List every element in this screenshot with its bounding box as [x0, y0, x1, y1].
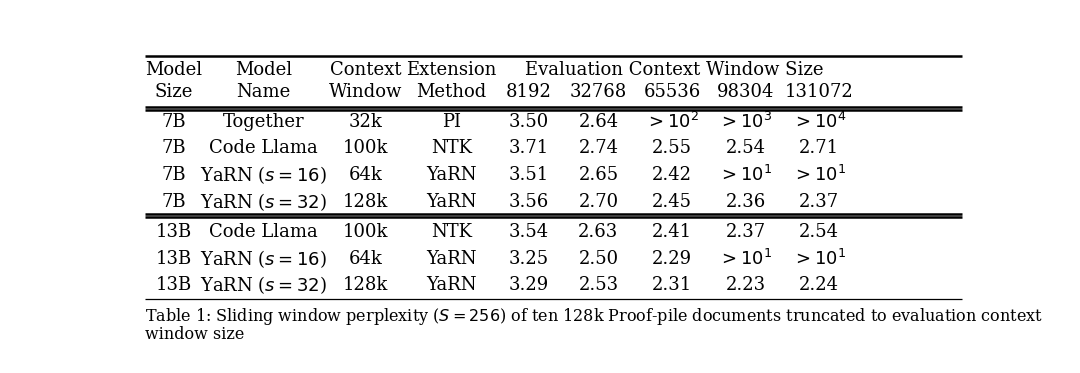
Text: 3.56: 3.56 [509, 193, 549, 211]
Text: 2.53: 2.53 [579, 276, 619, 294]
Text: 32k: 32k [349, 113, 382, 131]
Text: Together: Together [222, 113, 305, 131]
Text: $>10^{1}$: $>10^{1}$ [792, 248, 846, 269]
Text: 64k: 64k [349, 250, 382, 267]
Text: 13B: 13B [156, 276, 192, 294]
Text: Extension: Extension [406, 61, 497, 79]
Text: 2.50: 2.50 [579, 250, 619, 267]
Text: YaRN ($s=32$): YaRN ($s=32$) [200, 275, 327, 296]
Text: YaRN: YaRN [427, 193, 476, 211]
Text: 2.37: 2.37 [799, 193, 839, 211]
Text: 3.71: 3.71 [509, 139, 549, 157]
Text: Method: Method [416, 84, 486, 101]
Text: 98304: 98304 [717, 84, 774, 101]
Text: 2.42: 2.42 [652, 166, 692, 184]
Text: $>10^{2}$: $>10^{2}$ [645, 112, 699, 132]
Text: 7B: 7B [161, 193, 186, 211]
Text: 2.71: 2.71 [799, 139, 839, 157]
Text: 7B: 7B [161, 139, 186, 157]
Text: NTK: NTK [431, 223, 472, 241]
Text: Table 1: Sliding window perplexity ($S = 256$) of ten 128k Proof-pile documents : Table 1: Sliding window perplexity ($S =… [145, 306, 1043, 327]
Text: 2.63: 2.63 [578, 223, 619, 241]
Text: YaRN ($s=16$): YaRN ($s=16$) [200, 248, 327, 270]
Text: 2.41: 2.41 [652, 223, 692, 241]
Text: 7B: 7B [161, 166, 186, 184]
Text: YaRN: YaRN [427, 250, 476, 267]
Text: 8192: 8192 [507, 84, 552, 101]
Text: 2.55: 2.55 [652, 139, 692, 157]
Text: 64k: 64k [349, 166, 382, 184]
Text: 7B: 7B [161, 113, 186, 131]
Text: 131072: 131072 [785, 84, 853, 101]
Text: 100k: 100k [342, 139, 389, 157]
Text: 2.37: 2.37 [726, 223, 766, 241]
Text: Code Llama: Code Llama [210, 139, 318, 157]
Text: 2.36: 2.36 [726, 193, 766, 211]
Text: 128k: 128k [343, 193, 389, 211]
Text: 3.25: 3.25 [509, 250, 549, 267]
Text: 2.74: 2.74 [579, 139, 619, 157]
Text: $>10^{3}$: $>10^{3}$ [718, 112, 772, 132]
Text: window size: window size [145, 326, 244, 343]
Text: YaRN ($s=16$): YaRN ($s=16$) [200, 164, 327, 186]
Text: 2.23: 2.23 [726, 276, 766, 294]
Text: Model: Model [145, 61, 202, 79]
Text: 3.51: 3.51 [509, 166, 549, 184]
Text: Evaluation Context Window Size: Evaluation Context Window Size [525, 61, 823, 79]
Text: NTK: NTK [431, 139, 472, 157]
Text: 3.29: 3.29 [509, 276, 549, 294]
Text: YaRN: YaRN [427, 166, 476, 184]
Text: 65536: 65536 [644, 84, 701, 101]
Text: 2.29: 2.29 [652, 250, 692, 267]
Text: PI: PI [442, 113, 461, 131]
Text: YaRN: YaRN [427, 276, 476, 294]
Text: Model: Model [235, 61, 292, 79]
Text: 13B: 13B [156, 223, 192, 241]
Text: Context: Context [329, 61, 402, 79]
Text: 13B: 13B [156, 250, 192, 267]
Text: $>10^{1}$: $>10^{1}$ [718, 165, 772, 185]
Text: $>10^{1}$: $>10^{1}$ [718, 248, 772, 269]
Text: 2.54: 2.54 [726, 139, 766, 157]
Text: 2.64: 2.64 [579, 113, 619, 131]
Text: 32768: 32768 [570, 84, 627, 101]
Text: 3.54: 3.54 [509, 223, 549, 241]
Text: YaRN ($s=32$): YaRN ($s=32$) [200, 191, 327, 213]
Text: 2.24: 2.24 [799, 276, 839, 294]
Text: 2.65: 2.65 [579, 166, 619, 184]
Text: Name: Name [237, 84, 291, 101]
Text: Code Llama: Code Llama [210, 223, 318, 241]
Text: 100k: 100k [342, 223, 389, 241]
Text: $>10^{1}$: $>10^{1}$ [792, 165, 846, 185]
Text: 2.31: 2.31 [652, 276, 692, 294]
Text: 128k: 128k [343, 276, 389, 294]
Text: 2.54: 2.54 [799, 223, 839, 241]
Text: 2.70: 2.70 [579, 193, 619, 211]
Text: Window: Window [329, 84, 402, 101]
Text: 3.50: 3.50 [509, 113, 549, 131]
Text: 2.45: 2.45 [652, 193, 692, 211]
Text: $>10^{4}$: $>10^{4}$ [792, 112, 847, 132]
Text: Size: Size [154, 84, 193, 101]
